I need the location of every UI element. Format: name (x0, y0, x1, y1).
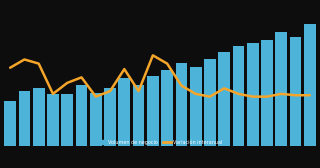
Bar (233, 46, 244, 146)
Bar (47, 94, 59, 146)
Legend: Volumen de negocio, Variación interanual: Volumen de negocio, Variación interanual (95, 138, 225, 147)
Bar (61, 94, 73, 146)
Bar (4, 100, 16, 146)
Bar (276, 32, 287, 146)
Bar (147, 76, 159, 146)
Bar (304, 25, 316, 146)
Bar (104, 88, 116, 146)
Bar (261, 40, 273, 146)
Bar (190, 67, 202, 146)
Bar (19, 91, 30, 146)
Bar (133, 85, 144, 146)
Bar (118, 78, 130, 146)
Bar (161, 70, 173, 146)
Bar (33, 88, 44, 146)
Bar (76, 85, 87, 146)
Bar (290, 37, 301, 146)
Bar (90, 93, 102, 146)
Bar (218, 52, 230, 146)
Bar (247, 43, 259, 146)
Bar (176, 62, 187, 146)
Bar (204, 59, 216, 146)
